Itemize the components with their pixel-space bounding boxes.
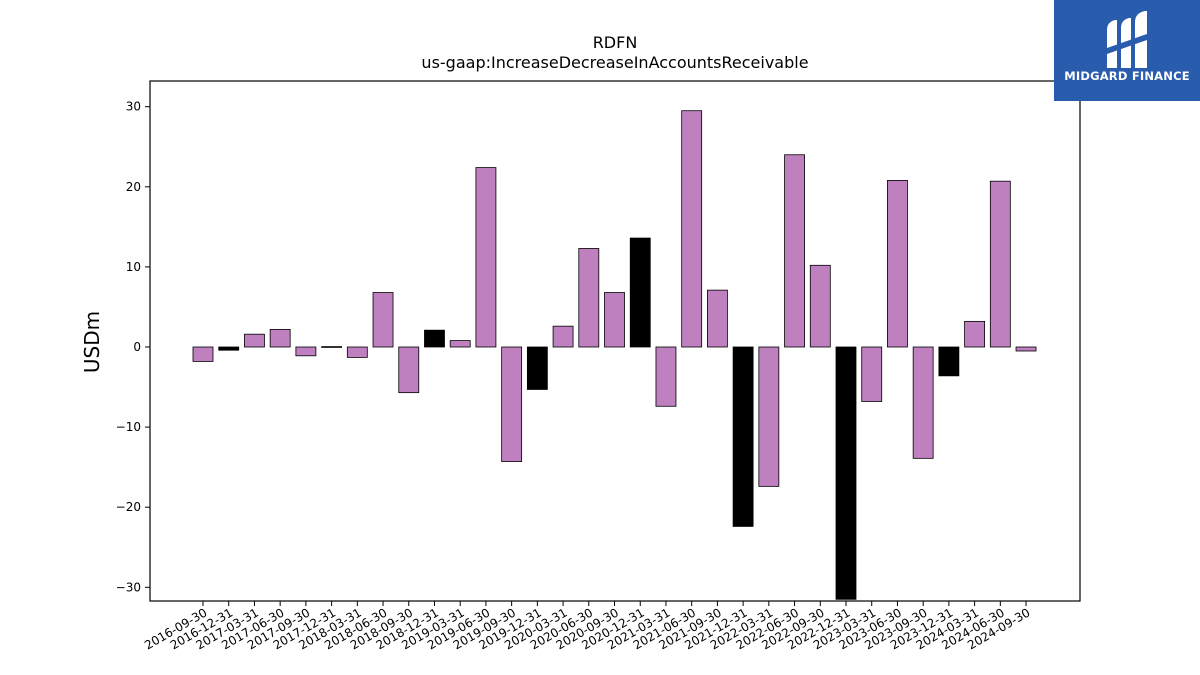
bar-2018-03-31: [346, 346, 368, 358]
bar-2023-06-30: [887, 179, 908, 348]
x-axis: 2016-09-302016-12-312017-03-312017-06-30…: [142, 601, 1033, 652]
bar-2022-03-31: [758, 346, 780, 487]
y-axis-label: USDm: [80, 311, 104, 373]
bar-2020-06-30: [578, 248, 600, 348]
bar-2022-09-30: [809, 264, 831, 348]
bar-2016-12-31: [218, 346, 240, 351]
bar-2020-03-31: [552, 325, 574, 348]
bar-2018-09-30: [398, 346, 420, 394]
y-tick-label: −10: [116, 420, 141, 434]
bar-2024-03-31: [964, 320, 985, 348]
bar-2021-06-30: [681, 110, 703, 348]
y-tick-label: 10: [126, 260, 141, 274]
bar-2024-09-30: [1015, 346, 1037, 352]
bar-2023-12-31: [938, 346, 960, 377]
plot-frame: [149, 80, 1081, 602]
y-tick-label: 30: [126, 100, 141, 114]
bar-2020-12-31: [629, 237, 651, 348]
bar-2023-09-30: [912, 346, 934, 459]
bar-2019-12-31: [526, 346, 548, 390]
bar-2017-03-31: [244, 333, 265, 348]
bar-2016-09-30: [192, 346, 214, 362]
y-axis: −30 −20 −10 0 10 20 30: [116, 100, 150, 594]
chart-title: RDFN: [593, 33, 638, 52]
bar-2020-09-30: [604, 292, 625, 348]
y-tick-label: 20: [126, 180, 141, 194]
bar-2018-06-30: [372, 292, 394, 348]
bar-2021-09-30: [707, 289, 728, 348]
bar-2022-12-31: [835, 346, 857, 600]
brand-name: MIDGARD FINANCE: [1064, 69, 1190, 83]
bar-2022-06-30: [784, 154, 805, 348]
bar-2021-12-31: [732, 346, 754, 527]
midgard-logo-icon: [1107, 11, 1147, 68]
bar-2019-09-30: [501, 346, 523, 462]
bar-2019-03-31: [449, 340, 471, 348]
bars-group: [192, 110, 1037, 600]
bar-2017-12-31: [321, 346, 343, 348]
bar-2024-06-30: [989, 180, 1011, 348]
bar-2019-06-30: [475, 167, 497, 348]
bar-2018-12-31: [424, 329, 445, 348]
bar-2017-06-30: [269, 328, 291, 348]
bar-2021-03-31: [655, 346, 677, 407]
bar-2023-03-31: [861, 346, 883, 402]
y-tick-label: −30: [116, 580, 141, 594]
brand-logo: MIDGARD FINANCE: [1054, 0, 1200, 101]
y-tick-label: −20: [116, 500, 141, 514]
chart-subtitle: us-gaap:IncreaseDecreaseInAccountsReceiv…: [421, 53, 808, 72]
bar-2017-09-30: [295, 346, 317, 357]
y-tick-label: 0: [133, 340, 141, 354]
